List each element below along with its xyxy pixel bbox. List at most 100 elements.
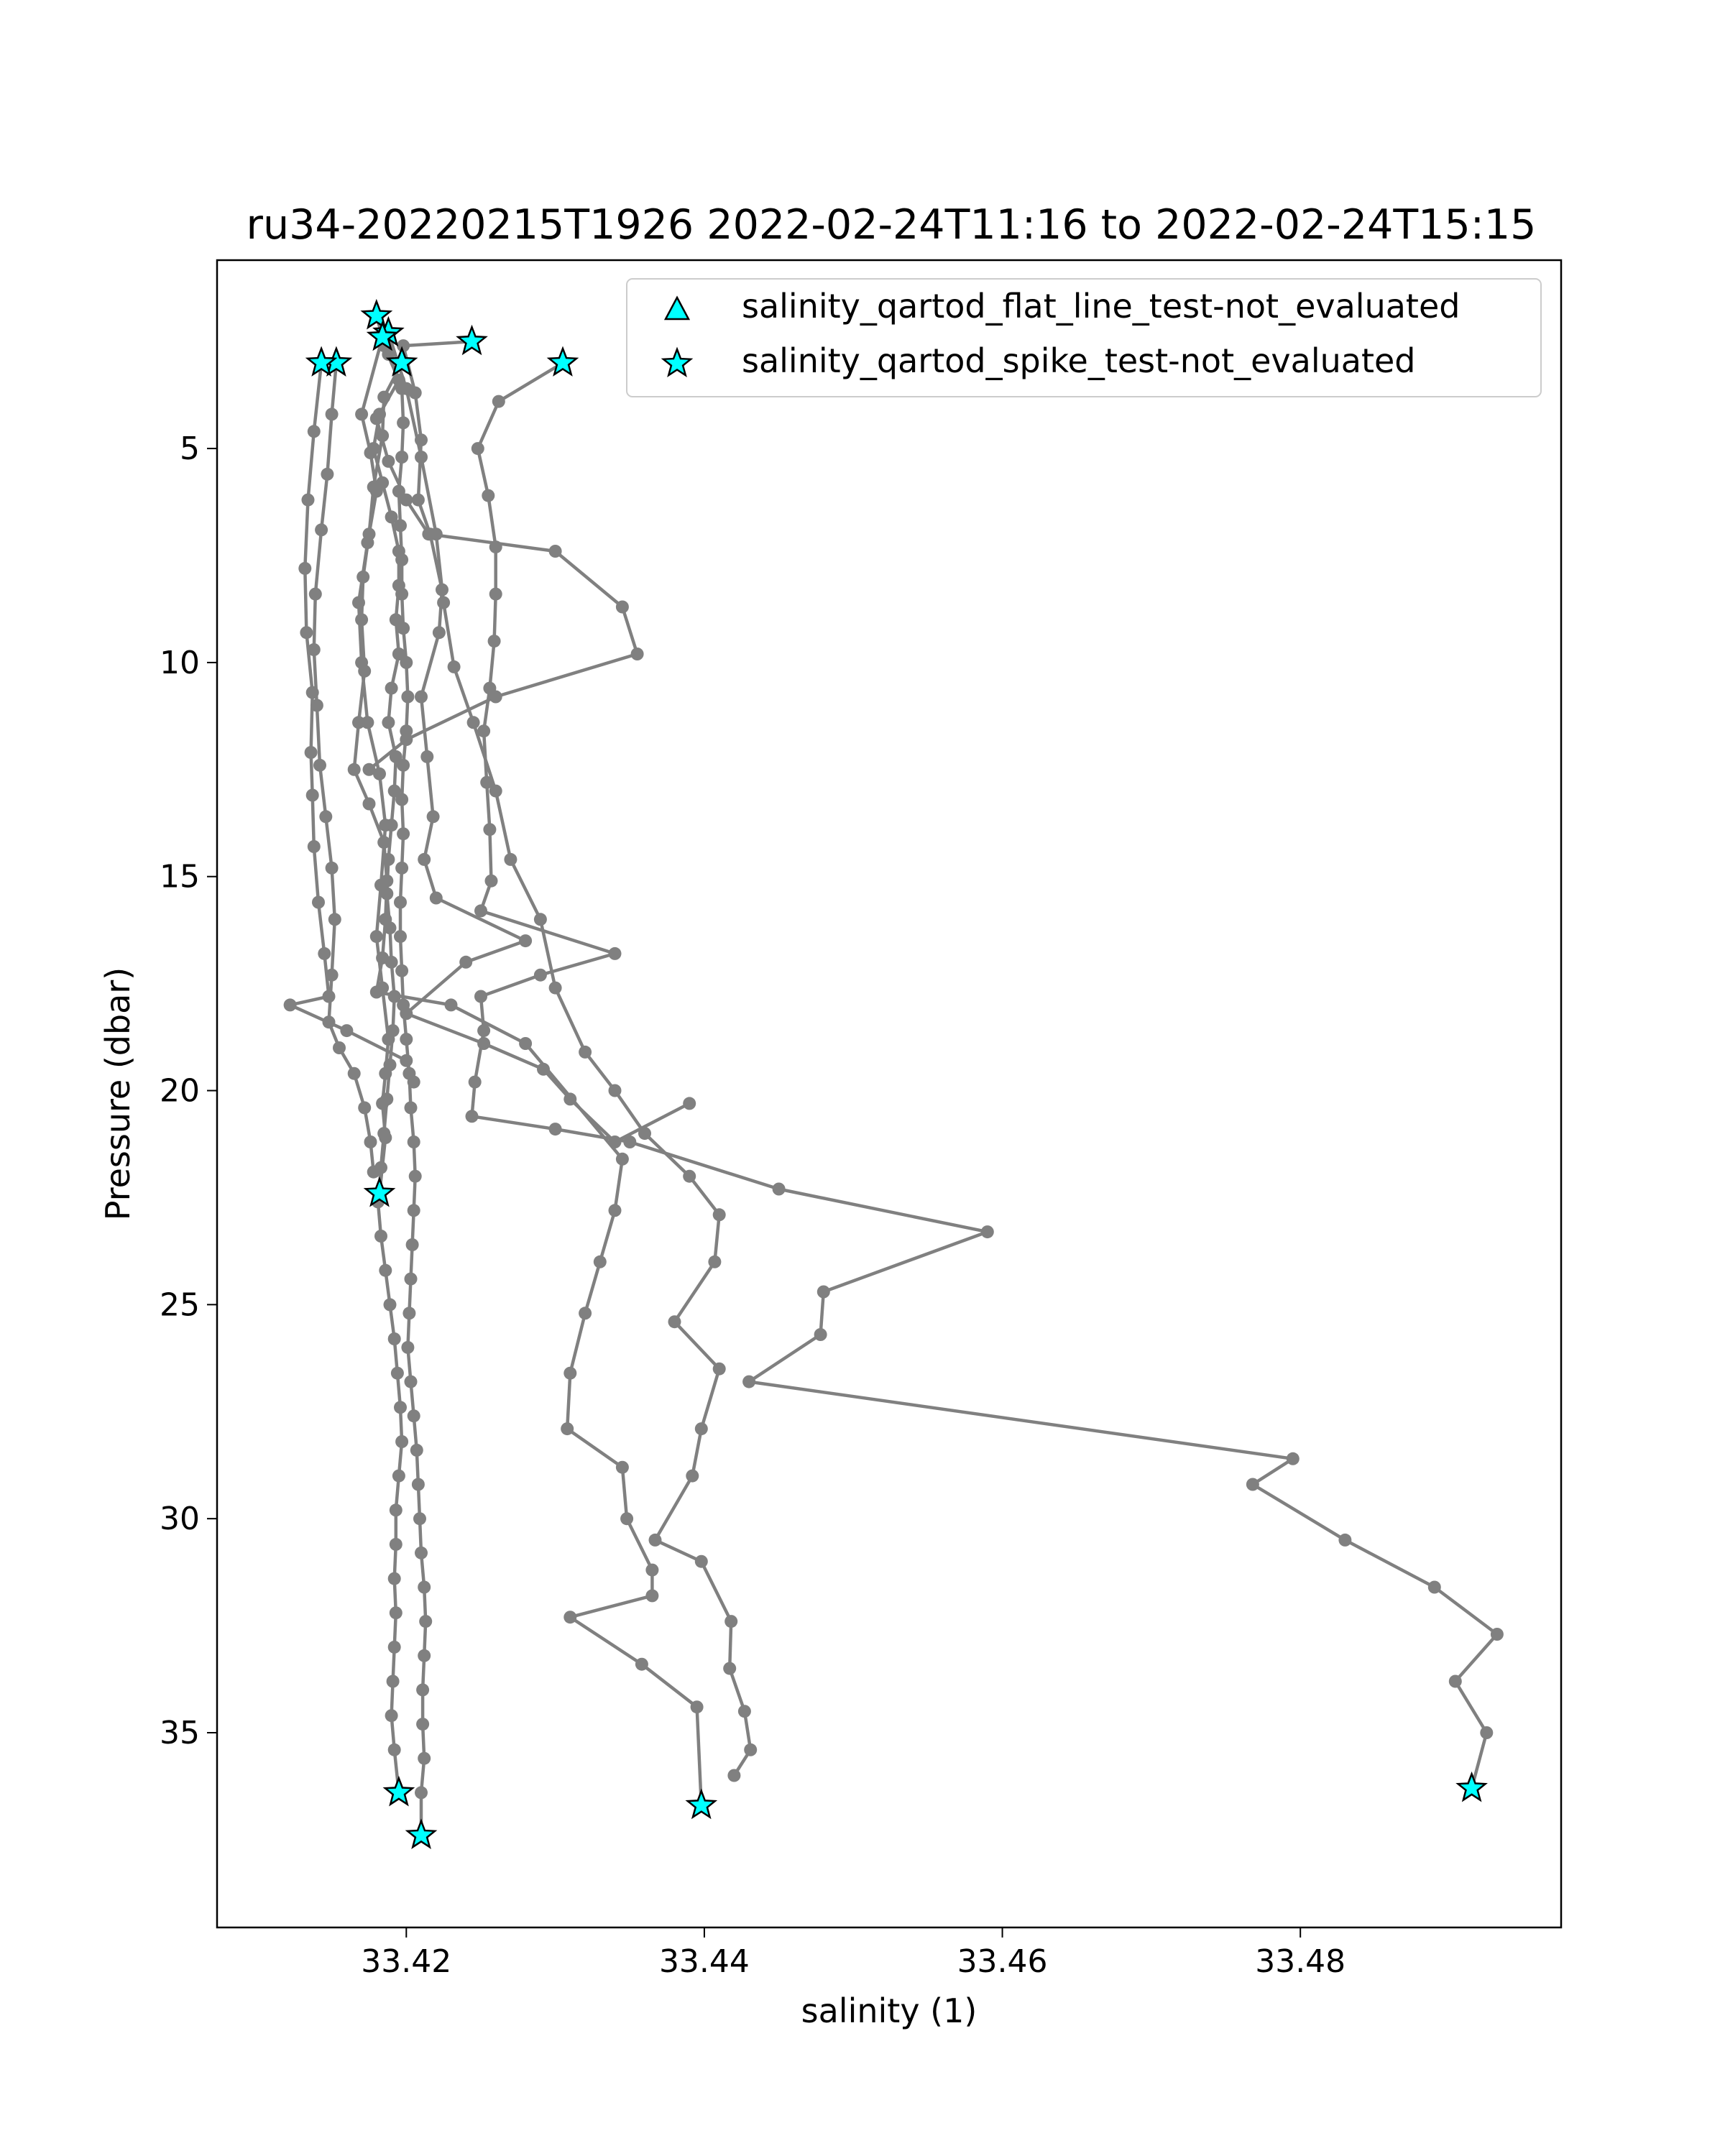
profile-point <box>477 724 491 738</box>
profile-point <box>394 930 407 944</box>
profile-point <box>407 1204 420 1217</box>
profile-point <box>340 1024 354 1038</box>
profile-point <box>283 998 297 1012</box>
profile-point <box>307 643 321 656</box>
profile-point <box>415 1546 428 1560</box>
x-tick-label: 33.48 <box>1255 1943 1346 1980</box>
profile-point <box>419 1615 433 1628</box>
profile-point <box>489 784 502 798</box>
legend-triangle-icon <box>663 295 691 321</box>
profile-point <box>487 635 501 648</box>
profile-point <box>615 1152 629 1166</box>
profile-point <box>1480 1726 1494 1739</box>
profile-point <box>410 1443 423 1457</box>
profile-point <box>489 690 502 704</box>
profile-point <box>392 648 405 660</box>
chart-title: ru34-20220215T1926 2022-02-24T11:16 to 2… <box>247 201 1537 249</box>
profile-point <box>630 648 644 660</box>
profile-point <box>620 1512 634 1526</box>
profile-point <box>723 1662 737 1675</box>
x-axis-label: salinity (1) <box>801 1991 978 2030</box>
profile-point <box>645 1589 659 1603</box>
profile-point <box>376 429 390 443</box>
profile-point <box>724 1615 738 1628</box>
profile-point <box>474 990 487 1003</box>
profile-point <box>402 1307 416 1320</box>
profile-point <box>635 1657 648 1671</box>
profile-point <box>415 1786 428 1800</box>
x-tick-label: 33.44 <box>659 1943 750 1980</box>
profile-point <box>321 467 334 481</box>
profile-point <box>380 874 394 888</box>
profile-point <box>816 1285 830 1299</box>
profile-point <box>362 763 376 776</box>
profile-point <box>608 1084 622 1097</box>
plot-area <box>283 298 1504 1849</box>
profile-point <box>385 1709 398 1723</box>
profile-point <box>361 716 374 729</box>
x-tick-label: 33.46 <box>957 1943 1048 1980</box>
profile-point <box>397 416 410 430</box>
profile-point <box>608 946 622 960</box>
profile-point <box>364 446 377 459</box>
profile-point <box>333 1041 346 1054</box>
profile-point <box>392 1469 405 1483</box>
profile-point <box>401 690 415 704</box>
profile-point <box>400 655 413 669</box>
profile-point <box>772 1182 786 1196</box>
profile-point <box>404 1375 418 1388</box>
profile-point <box>737 1705 751 1718</box>
profile-point <box>377 836 391 849</box>
profile-point <box>482 489 495 502</box>
profile-point <box>401 1340 415 1354</box>
profile-point <box>579 1307 592 1320</box>
profile-point <box>548 545 562 558</box>
profile-point <box>404 1272 418 1286</box>
y-tick-label: 15 <box>160 859 200 895</box>
profile-point <box>690 1700 704 1714</box>
profile-point <box>318 946 331 960</box>
profile-series <box>382 326 758 1782</box>
profile-point <box>362 797 376 811</box>
profile-point <box>411 1478 425 1491</box>
profile-point <box>383 1298 397 1312</box>
profile-point <box>377 390 391 404</box>
legend-box <box>626 278 1542 397</box>
profile-point <box>358 664 372 678</box>
profile-point <box>319 810 333 824</box>
profile-point <box>328 913 341 926</box>
spike-star-marker <box>405 1818 438 1849</box>
profile-point <box>407 1135 420 1148</box>
profile-point <box>1490 1628 1504 1641</box>
profile-point <box>387 1743 401 1756</box>
profile-point <box>373 767 386 780</box>
profile-point <box>322 990 336 1003</box>
profile-point <box>426 810 440 824</box>
spike-star-marker <box>1455 1771 1488 1802</box>
profile-point <box>325 407 339 421</box>
profile-point <box>615 1460 629 1474</box>
profile-point <box>429 528 443 541</box>
profile-point <box>397 339 410 353</box>
profile-point <box>683 1169 696 1183</box>
profile-point <box>369 985 383 999</box>
profile-point <box>593 1255 607 1268</box>
profile-point <box>382 1033 395 1046</box>
profile-point <box>447 660 461 673</box>
spike-star-marker <box>363 1176 396 1207</box>
profile-point <box>298 561 312 575</box>
profile-point <box>407 1409 420 1423</box>
profile-series <box>362 412 644 776</box>
profile-point <box>387 1332 401 1345</box>
x-tick-label: 33.42 <box>361 1943 451 1980</box>
profile-point <box>313 758 326 772</box>
legend-label-flat-line: salinity_qartod_flat_line_test-not_evalu… <box>742 287 1460 326</box>
profile-point <box>416 1683 430 1697</box>
y-tick-label: 30 <box>160 1501 200 1537</box>
profile-point <box>312 895 325 909</box>
profile-point <box>468 1075 482 1089</box>
spike-test-markers <box>305 298 1488 1849</box>
profile-point <box>397 622 410 635</box>
profile-line <box>368 418 639 771</box>
